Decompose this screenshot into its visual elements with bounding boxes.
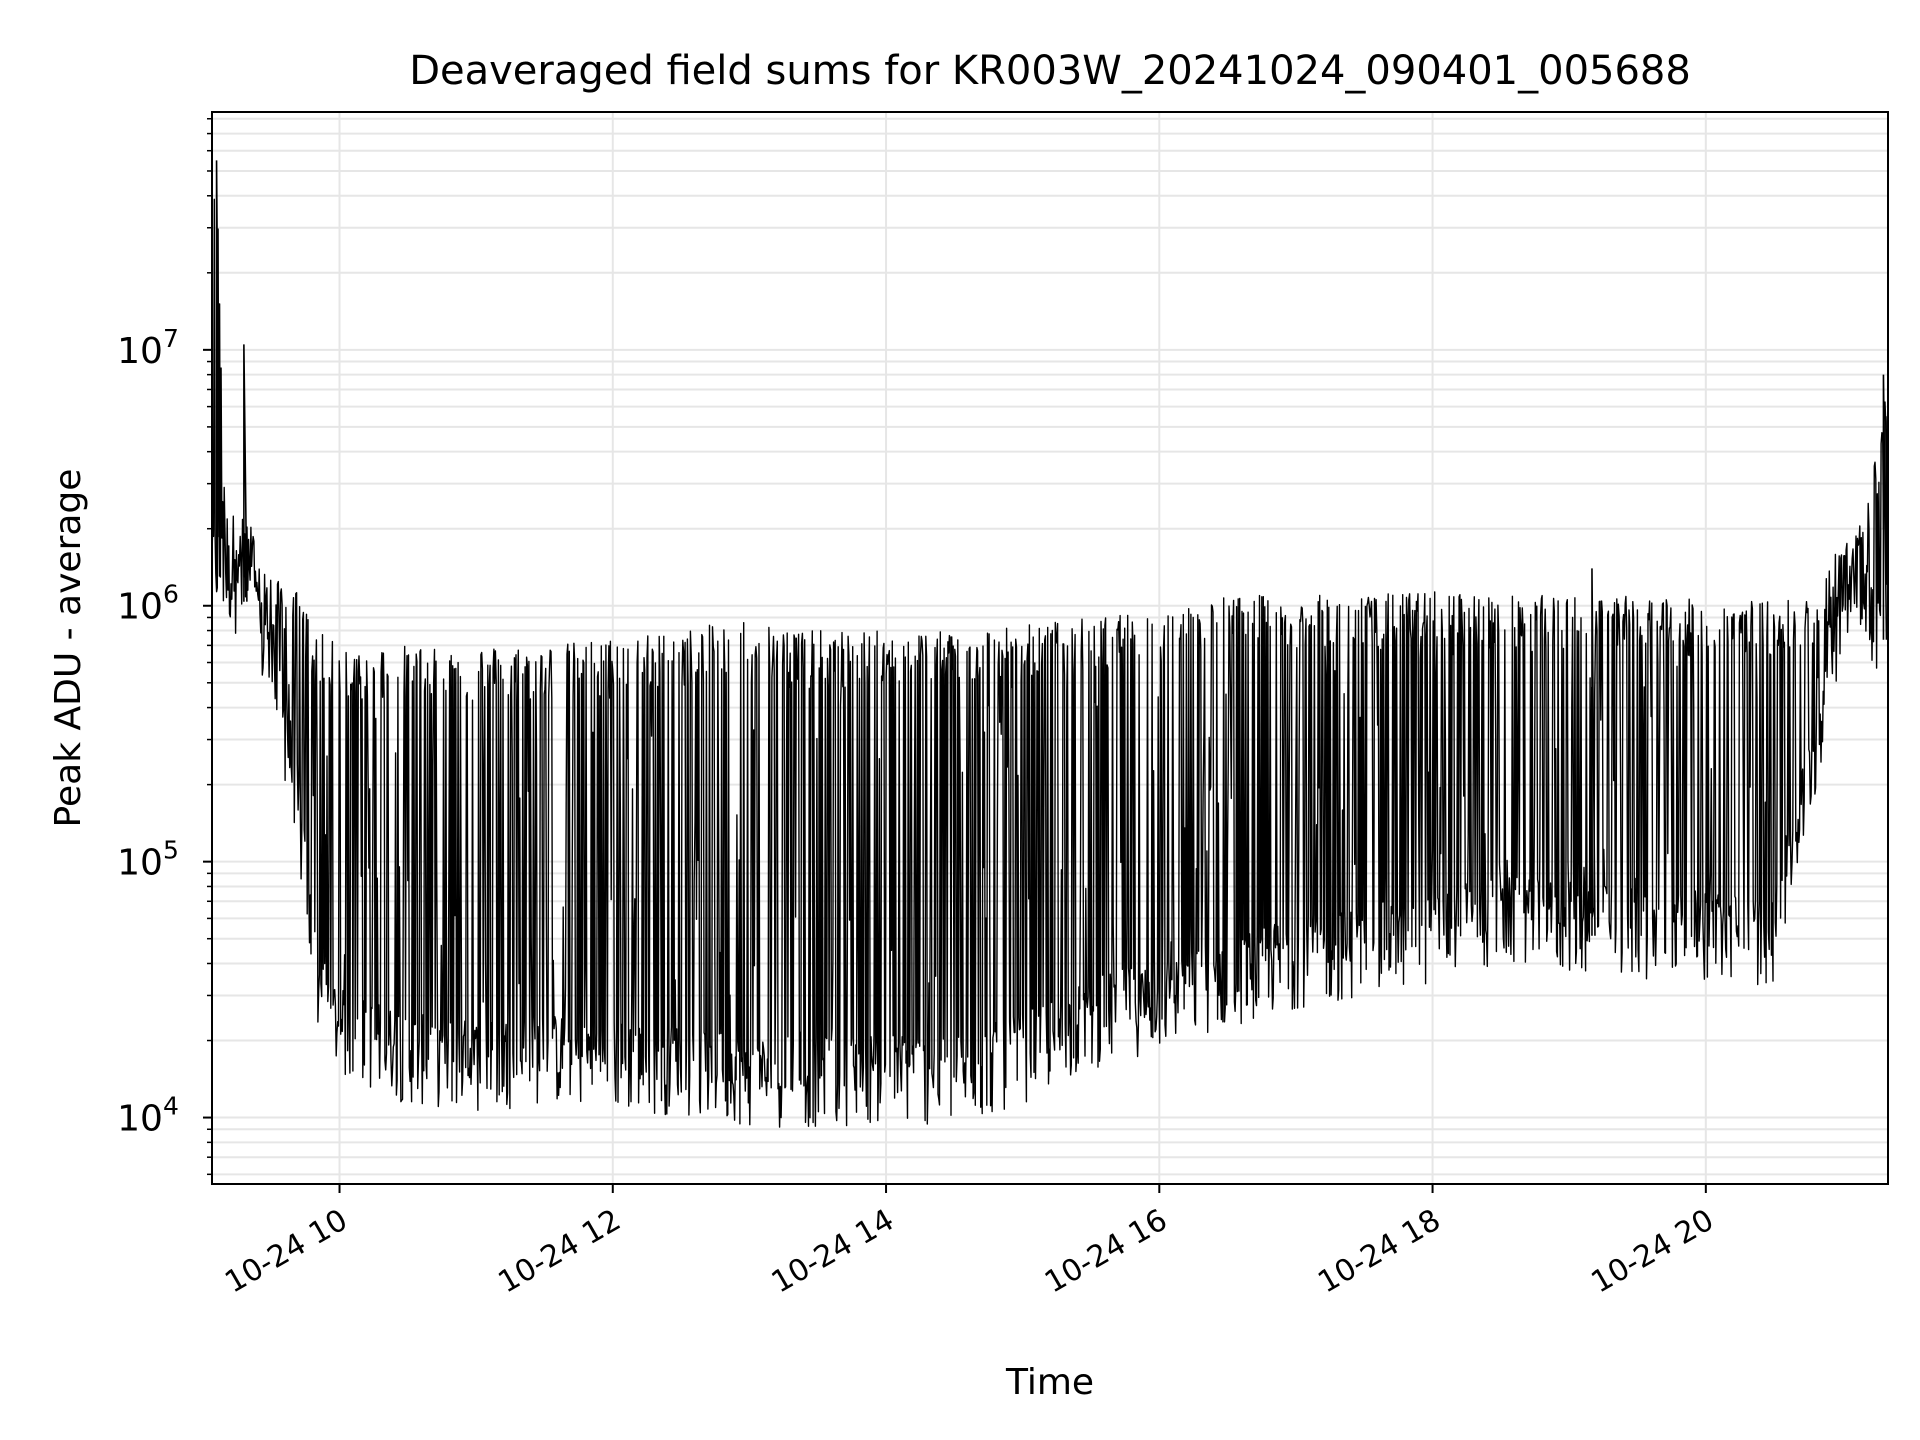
x-axis-label: Time — [1005, 1362, 1094, 1403]
y-tick-label: 107 — [117, 324, 179, 372]
y-tick-label: 105 — [117, 836, 179, 884]
series-spike — [215, 160, 221, 577]
y-axis-label: Peak ADU - average — [48, 469, 89, 828]
series-line — [211, 198, 1889, 1128]
series-spike — [243, 344, 248, 602]
data-series — [211, 160, 1889, 1128]
y-tick-label: 104 — [117, 1092, 179, 1140]
chart-title: Deaveraged field sums for KR003W_2024102… — [409, 48, 1691, 94]
series-spike — [1591, 568, 1596, 936]
plot-frame — [211, 111, 1889, 1185]
series-spike — [1882, 374, 1888, 640]
y-tick-label: 106 — [117, 580, 179, 628]
